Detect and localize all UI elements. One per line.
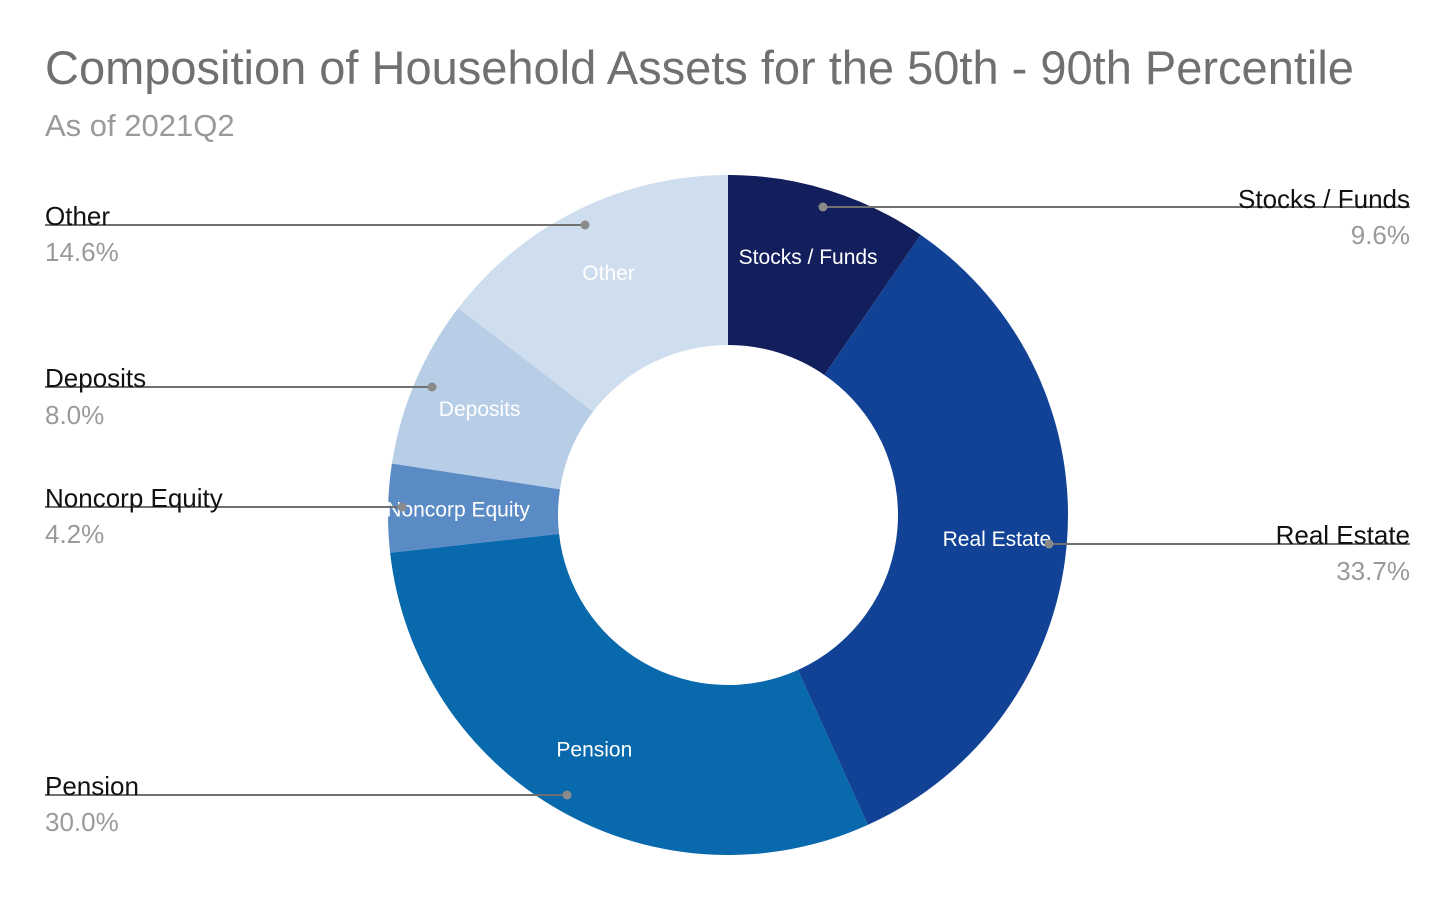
callout-name: Other — [45, 201, 110, 231]
callout-name: Deposits — [45, 363, 146, 393]
slice-label-real-estate: Real Estate — [943, 528, 1052, 551]
slice-label-noncorp-equity: Noncorp Equity — [386, 498, 530, 521]
leader-dot — [427, 382, 437, 392]
slice-label-stocks-funds: Stocks / Funds — [739, 246, 878, 269]
leader-dot — [397, 502, 407, 512]
slice-other — [458, 175, 728, 412]
slice-deposits — [391, 308, 594, 490]
leader-dot — [562, 790, 572, 800]
leader-dot — [580, 220, 590, 230]
inside-labels-layer: Stocks / Funds Real Estate Pension Noncorp … — [386, 246, 1051, 761]
callout-name: Real Estate — [1276, 520, 1410, 550]
slice-stocks-funds — [728, 175, 921, 375]
chart-subtitle: As of 2021Q2 — [45, 108, 235, 143]
chart-title: Composition of Household Assets for the … — [45, 41, 1354, 94]
callout-stocks-funds: Stocks / Funds 9.6% — [818, 184, 1410, 250]
slices-layer — [388, 175, 1069, 856]
callout-pension: Pension 30.0% — [45, 771, 572, 837]
callout-percent: 4.2% — [45, 519, 104, 549]
callout-real-estate: Real Estate 33.7% — [1044, 520, 1410, 586]
callout-other: Other 14.6% — [45, 201, 590, 267]
callout-name: Noncorp Equity — [45, 483, 223, 513]
leader-dot — [818, 202, 828, 212]
callout-percent: 30.0% — [45, 807, 119, 837]
leader-dot — [1044, 539, 1054, 549]
callouts-layer: Stocks / Funds 9.6% Real Estate 33.7% Pensio… — [45, 184, 1410, 837]
slice-pension — [390, 533, 868, 856]
slice-label-other: Other — [582, 262, 635, 285]
callout-percent: 8.0% — [45, 400, 104, 430]
slice-label-pension: Pension — [556, 739, 632, 762]
callout-deposits: Deposits 8.0% — [45, 363, 437, 430]
slice-real-estate — [797, 234, 1069, 825]
callout-name: Pension — [45, 771, 139, 801]
callout-name: Stocks / Funds — [1238, 184, 1410, 214]
callout-noncorp-equity: Noncorp Equity 4.2% — [45, 483, 407, 549]
slice-noncorp-equity — [388, 463, 560, 553]
slice-label-deposits: Deposits — [439, 398, 521, 421]
callout-percent: 33.7% — [1336, 556, 1410, 586]
callout-percent: 9.6% — [1351, 220, 1410, 250]
callout-percent: 14.6% — [45, 237, 119, 267]
